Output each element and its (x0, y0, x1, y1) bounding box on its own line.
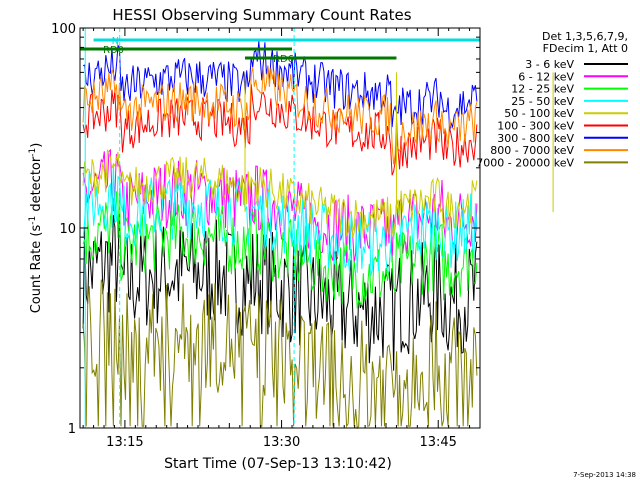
y-tick-label: 100 (51, 22, 76, 37)
legend-label: 800 - 7000 keV (490, 144, 574, 157)
legend-label: 7000 - 20000 keV (476, 156, 574, 169)
legend-label: 50 - 100 keV (504, 107, 574, 120)
x-tick-label: 13:30 (263, 435, 300, 450)
legend-header: FDecim 1, Att 0 (543, 42, 628, 55)
axes: 1 10 100 13:15 13:30 13:45 (51, 22, 481, 450)
legend: Det 1,3,5,6,7,9,FDecim 1, Att 0 3 - 6 keV… (476, 30, 628, 169)
series-line-7 (82, 41, 478, 131)
series-line-9 (82, 279, 478, 430)
annotation-label: RD6 (273, 54, 294, 65)
series-line-8 (82, 65, 478, 165)
legend-label: 25 - 50 keV (511, 95, 574, 108)
annotation-label: N (112, 36, 119, 47)
footer-date: 7-Sep-2013 14:38 (573, 471, 636, 479)
x-axis-label: Start Time (07-Sep-13 13:10:42) (164, 456, 392, 472)
y-tick-label: 1 (68, 422, 76, 437)
legend-label: 300 - 800 keV (497, 132, 574, 145)
y-tick-label: 10 (59, 222, 76, 237)
series-line-5 (82, 148, 478, 239)
y-axis-label: Count Rate (s-1 detector-1) (28, 143, 44, 314)
series-line-3 (82, 188, 478, 309)
legend-label: 3 - 6 keV (525, 58, 574, 71)
x-tick-label: 13:15 (106, 435, 143, 450)
legend-header: Det 1,3,5,6,7,9, (542, 30, 628, 43)
legend-label: 100 - 300 keV (497, 120, 574, 133)
series-layer (82, 41, 478, 430)
series-line-6 (82, 83, 478, 176)
legend-label: 12 - 25 keV (511, 83, 574, 96)
chart-title: HESSI Observing Summary Count Rates (112, 6, 411, 24)
annotation-label: RD0 (103, 45, 124, 56)
x-tick-label: 13:45 (419, 435, 456, 450)
legend-label: 6 - 12 keV (518, 70, 574, 83)
